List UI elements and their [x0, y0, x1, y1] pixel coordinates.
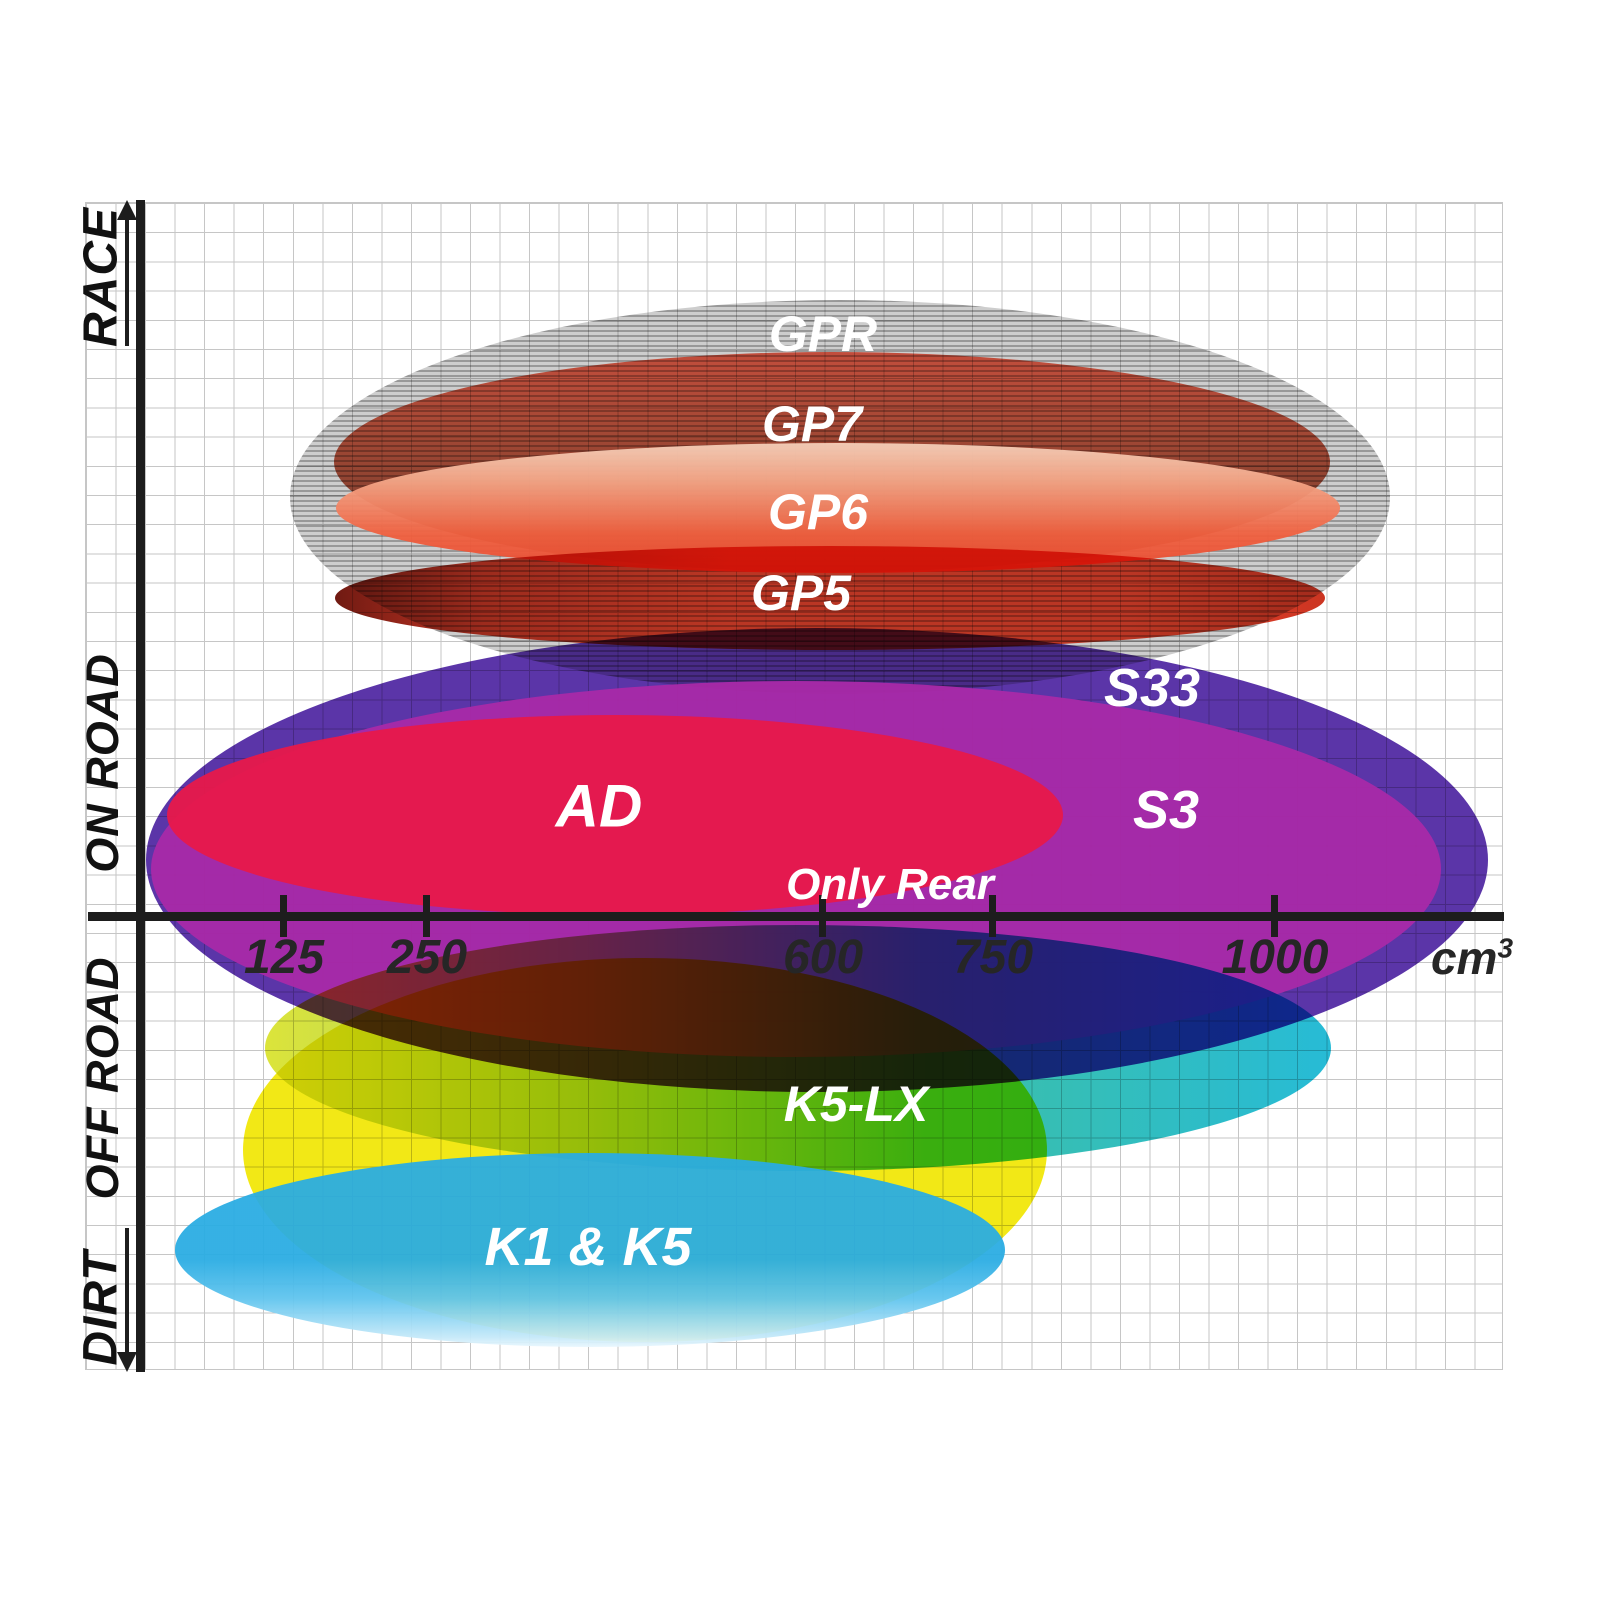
ellipse-ad [167, 715, 1063, 915]
label-s33: S33 [1103, 658, 1201, 718]
x-ticklabel-250: 250 [386, 931, 468, 984]
label-ad: AD [555, 772, 643, 840]
unit-base: cm [1430, 932, 1498, 984]
x-axis-line [88, 912, 1504, 921]
dirt-arrow-down-icon [117, 1352, 137, 1372]
ellipse-k1k5 [175, 1153, 1005, 1347]
label-gp5: GP5 [750, 565, 852, 621]
x-tick-750 [989, 895, 996, 937]
race-arrow-up-icon [117, 200, 137, 220]
label-gp6: GP6 [767, 484, 869, 540]
label-gpr: GPR [768, 306, 878, 362]
y-axis-line [136, 200, 145, 1372]
dirt-arrow-shaft [125, 1228, 129, 1356]
ellipse-k5lx [265, 925, 1331, 1171]
x-ticklabel-1000: 1000 [1221, 931, 1329, 984]
unit-exponent: 3 [1497, 932, 1514, 964]
label-s3: S3 [1132, 780, 1200, 840]
y-band-on-road: ON ROAD [77, 653, 128, 873]
label-k5lx: K5-LX [783, 1076, 929, 1132]
x-ticklabel-750: 750 [952, 931, 1034, 984]
label-only-rear: Only Rear [786, 860, 994, 909]
y-band-race: RACE [74, 206, 128, 348]
x-tick-600 [819, 895, 826, 937]
x-tick-1000 [1271, 895, 1278, 937]
race-arrow-shaft [125, 218, 129, 346]
x-tick-125 [280, 895, 287, 937]
x-axis-unit: cm3 [1431, 931, 1513, 985]
label-k1k5: K1 & K5 [484, 1217, 692, 1277]
y-band-off-road: OFF ROAD [77, 956, 128, 1200]
x-tick-250 [423, 895, 430, 937]
label-gp7: GP7 [761, 396, 863, 452]
x-ticklabel-125: 125 [243, 931, 325, 984]
x-ticklabel-600: 600 [782, 931, 864, 984]
y-band-dirt: DIRT [74, 1250, 128, 1366]
